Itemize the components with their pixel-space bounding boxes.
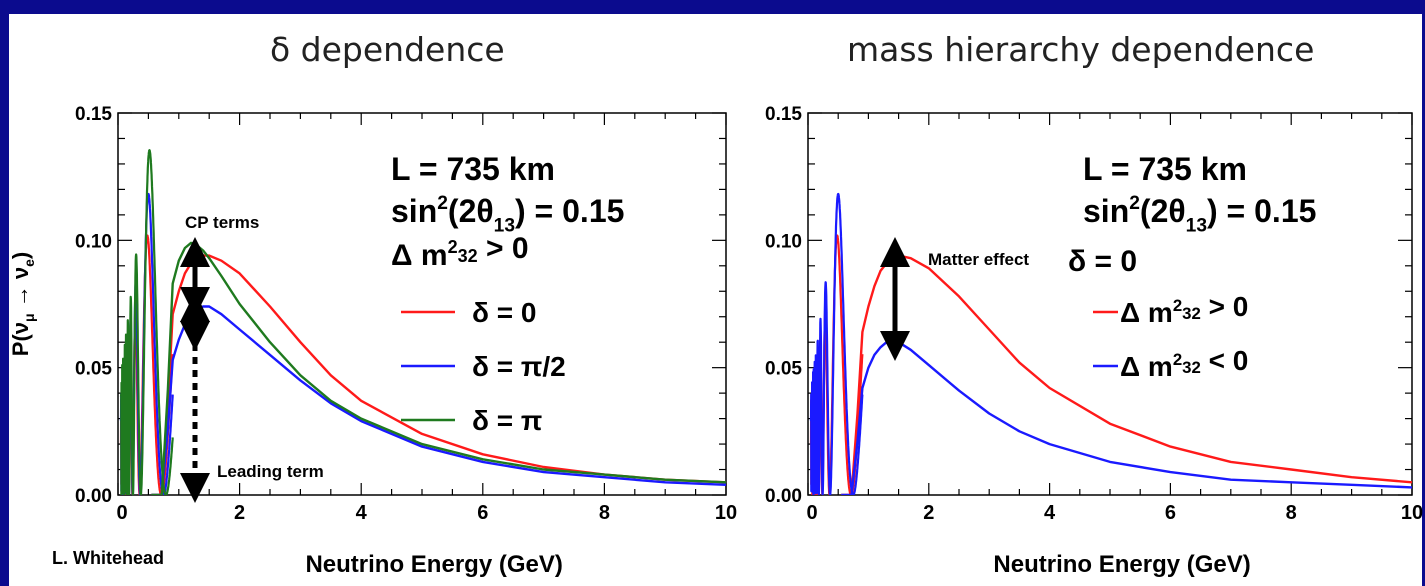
panel1-x-tick-label: 8 — [1286, 502, 1297, 524]
credit-label: L. Whitehead — [52, 548, 164, 568]
panel0-legend-label-0: δ = 0 — [472, 297, 536, 328]
panel1-x-tick-label: 10 — [1401, 502, 1423, 524]
panel1-annotation-matter: Matter effect — [928, 250, 1029, 269]
panel0-x-tick-label: 2 — [234, 502, 245, 524]
panel1-x-tick-label: 6 — [1165, 502, 1176, 524]
panel0-info-distance: L = 735 km — [391, 151, 555, 187]
panel1-curves — [809, 192, 1412, 495]
panel0-y-tick-label: 0.15 — [75, 104, 112, 125]
panel1-y-tick-label: 0.10 — [765, 231, 802, 252]
panel0-series-low-2 — [119, 149, 174, 495]
panel0-x-tick-label: 8 — [599, 502, 610, 524]
panel0-x-tick-label: 6 — [477, 502, 488, 524]
panel1-legend-label-0: Δ m232 > 0 — [1120, 291, 1248, 328]
panel0-annotation-leading: Leading term — [217, 462, 324, 481]
panel1-legend-label-1: Δ m232 < 0 — [1120, 345, 1248, 382]
panel0-y-tick-label: 0.00 — [75, 486, 112, 507]
panel1-info-distance: L = 735 km — [1083, 151, 1247, 187]
panel1-x-axis-label: Neutrino Energy (GeV) — [993, 551, 1250, 578]
panel1-info-theta: sin2(2θ13) = 0.15 — [1083, 193, 1316, 237]
panel0-legend-label-2: δ = π — [472, 405, 542, 436]
slide-background — [9, 14, 1422, 586]
panel1-series-0 — [841, 254, 1412, 495]
panel0-x-axis-label: Neutrino Energy (GeV) — [305, 551, 562, 578]
panel0-y-tick-label: 0.05 — [75, 359, 112, 380]
panel0-info-mass: Δ m232 > 0 — [391, 232, 529, 272]
panel0-info-theta: sin2(2θ13) = 0.15 — [391, 193, 624, 237]
panel0-x-tick-label: 10 — [715, 502, 737, 524]
panel1-y-tick-label: 0.05 — [765, 359, 802, 380]
panel1-series-1 — [841, 338, 1412, 495]
right-chart-title: mass hierarchy dependence — [847, 30, 1315, 69]
panel0-legend-label-1: δ = π/2 — [472, 351, 566, 382]
panel0-x-tick-label: 4 — [356, 502, 368, 524]
panel0-y-tick-label: 0.10 — [75, 231, 112, 252]
panel0-annotation-cp: CP terms — [185, 213, 259, 232]
left-chart-title: δ dependence — [270, 30, 505, 69]
panel1-x-tick-label: 4 — [1044, 502, 1056, 524]
panel0-x-tick-label: 0 — [116, 502, 127, 524]
panel0-series-0 — [151, 254, 726, 495]
panel0-curves — [119, 149, 726, 495]
panel1-y-tick-label: 0.15 — [765, 104, 802, 125]
panel1-x-tick-label: 0 — [806, 502, 817, 524]
panel0-y-axis-label: P(νμ → νe) — [8, 252, 37, 356]
panel1-info-delta: δ = 0 — [1068, 245, 1137, 278]
panel0-series-1 — [151, 305, 726, 495]
panel0-series-2 — [151, 241, 726, 495]
panel1-x-tick-label: 2 — [923, 502, 934, 524]
panel1-y-tick-label: 0.00 — [765, 486, 802, 507]
panel1-series-low-1 — [809, 192, 864, 495]
